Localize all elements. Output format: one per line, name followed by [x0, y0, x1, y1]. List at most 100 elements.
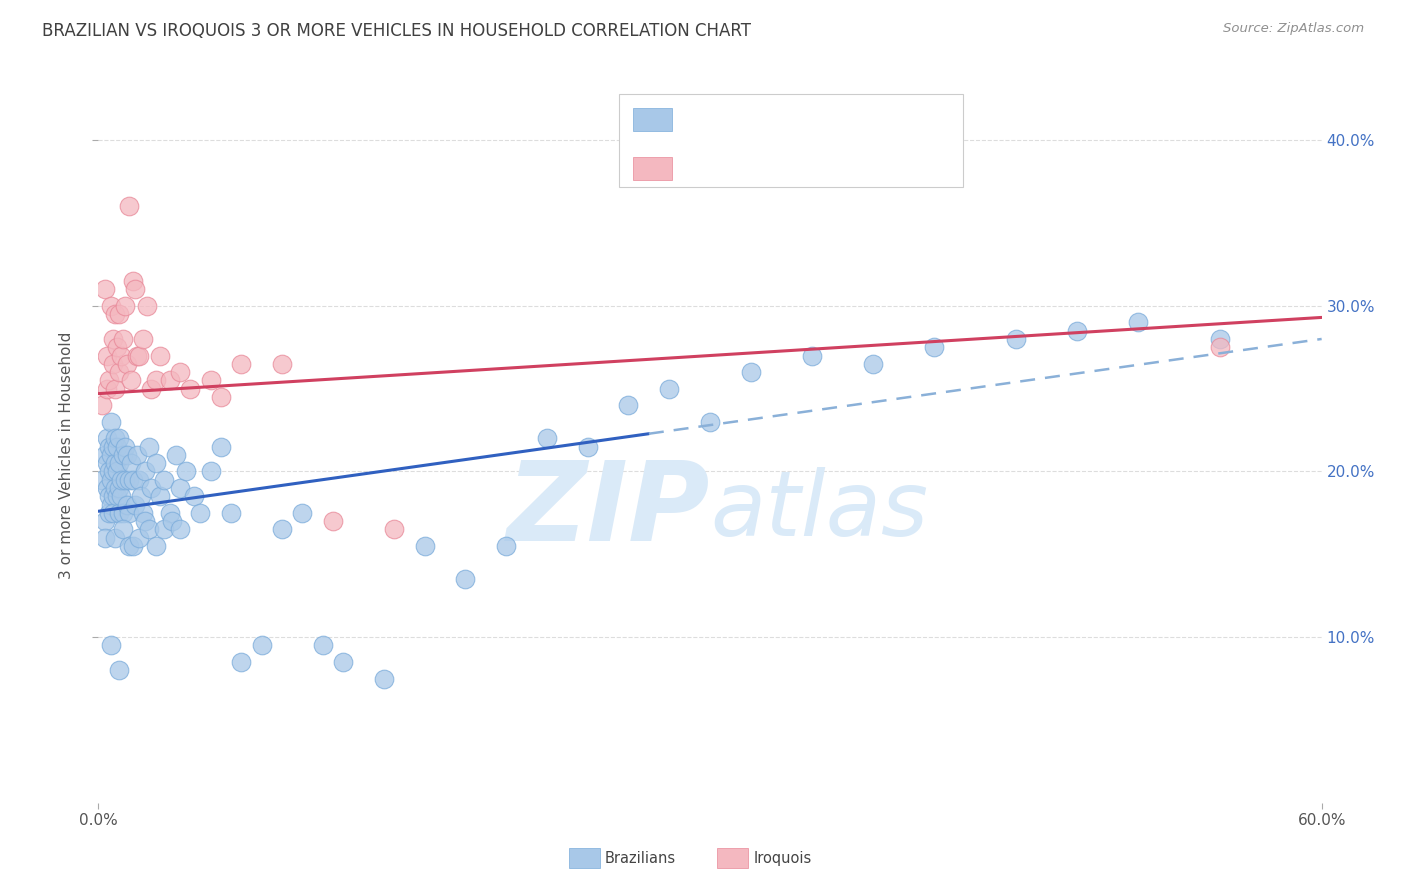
- Point: [115, 357, 138, 371]
- Point: [97, 465, 120, 479]
- Point: [91, 473, 114, 487]
- Point: [128, 473, 150, 487]
- Point: [740, 365, 762, 379]
- Point: [160, 514, 183, 528]
- Point: [93, 514, 115, 528]
- Point: [100, 498, 122, 512]
- Point: [145, 539, 167, 553]
- Point: [152, 473, 174, 487]
- Point: [152, 523, 174, 537]
- Point: [617, 398, 640, 412]
- Point: [101, 332, 124, 346]
- Text: Source: ZipAtlas.com: Source: ZipAtlas.com: [1223, 22, 1364, 36]
- Point: [93, 448, 115, 462]
- Point: [118, 506, 141, 520]
- Text: R = 0.278: R = 0.278: [681, 115, 776, 133]
- Point: [169, 481, 191, 495]
- Point: [454, 572, 477, 586]
- Point: [114, 440, 136, 454]
- Point: [118, 539, 141, 553]
- Y-axis label: 3 or more Vehicles in Household: 3 or more Vehicles in Household: [59, 331, 75, 579]
- Point: [159, 373, 181, 387]
- Point: [97, 373, 120, 387]
- Point: [134, 514, 156, 528]
- Point: [200, 465, 222, 479]
- Point: [141, 481, 163, 495]
- Point: [159, 506, 181, 520]
- Point: [101, 506, 124, 520]
- Point: [96, 456, 118, 470]
- Text: Brazilians: Brazilians: [605, 851, 676, 865]
- Point: [322, 514, 344, 528]
- Point: [250, 639, 273, 653]
- Point: [101, 440, 124, 454]
- Point: [124, 498, 146, 512]
- Point: [174, 465, 197, 479]
- Point: [127, 448, 149, 462]
- Point: [183, 489, 205, 503]
- Point: [104, 456, 127, 470]
- Point: [101, 465, 124, 479]
- Point: [136, 299, 159, 313]
- Point: [291, 506, 314, 520]
- Point: [1209, 340, 1232, 354]
- Point: [118, 199, 141, 213]
- Point: [100, 639, 122, 653]
- Point: [108, 481, 131, 495]
- Point: [138, 523, 160, 537]
- Point: [219, 506, 242, 520]
- Point: [862, 357, 884, 371]
- Point: [118, 473, 141, 487]
- Point: [536, 431, 558, 445]
- Point: [188, 506, 212, 520]
- Point: [100, 448, 122, 462]
- Text: BRAZILIAN VS IROQUOIS 3 OR MORE VEHICLES IN HOUSEHOLD CORRELATION CHART: BRAZILIAN VS IROQUOIS 3 OR MORE VEHICLES…: [42, 22, 751, 40]
- Point: [495, 539, 517, 553]
- Point: [110, 349, 132, 363]
- Point: [104, 481, 127, 495]
- Point: [114, 299, 136, 313]
- Point: [132, 506, 155, 520]
- Point: [128, 531, 150, 545]
- Point: [699, 415, 721, 429]
- Point: [111, 448, 134, 462]
- Point: [97, 440, 120, 454]
- Point: [658, 382, 681, 396]
- Point: [104, 307, 127, 321]
- Point: [96, 481, 118, 495]
- Text: N = 38: N = 38: [846, 157, 911, 175]
- Point: [108, 506, 131, 520]
- Point: [93, 531, 115, 545]
- Point: [145, 373, 167, 387]
- Text: ZIP: ZIP: [506, 457, 710, 564]
- Point: [169, 523, 191, 537]
- Point: [104, 382, 127, 396]
- Point: [145, 456, 167, 470]
- Point: [132, 332, 155, 346]
- Point: [96, 349, 118, 363]
- Point: [231, 357, 253, 371]
- Point: [138, 440, 160, 454]
- Point: [169, 365, 191, 379]
- Point: [1066, 324, 1088, 338]
- Point: [110, 489, 132, 503]
- Point: [209, 440, 232, 454]
- Text: Iroquois: Iroquois: [754, 851, 811, 865]
- Point: [104, 531, 127, 545]
- Point: [108, 663, 131, 677]
- Point: [120, 456, 142, 470]
- Point: [312, 639, 335, 653]
- Point: [105, 340, 128, 354]
- Point: [149, 489, 172, 503]
- Text: atlas: atlas: [710, 467, 928, 555]
- Point: [124, 282, 146, 296]
- Point: [111, 506, 134, 520]
- Point: [1004, 332, 1026, 346]
- Point: [91, 398, 114, 412]
- Point: [97, 506, 120, 520]
- Point: [111, 332, 134, 346]
- Point: [122, 539, 145, 553]
- Point: [149, 349, 172, 363]
- Point: [1128, 315, 1150, 329]
- Point: [209, 390, 232, 404]
